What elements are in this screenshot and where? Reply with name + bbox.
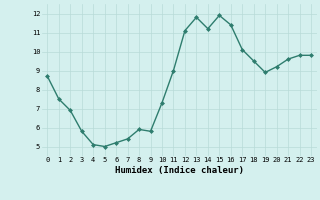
X-axis label: Humidex (Indice chaleur): Humidex (Indice chaleur) bbox=[115, 166, 244, 175]
